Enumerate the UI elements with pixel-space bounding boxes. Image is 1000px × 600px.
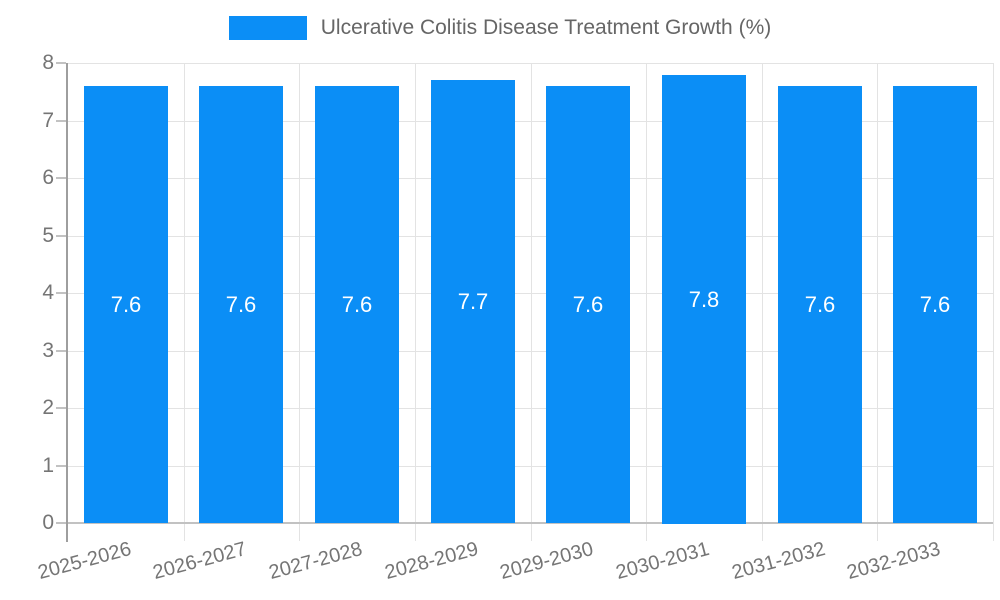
- y-axis-tick: [56, 465, 66, 467]
- bar[interactable]: 7.6: [778, 86, 862, 523]
- x-axis-tick: [415, 523, 416, 541]
- y-axis-line: [66, 63, 68, 542]
- legend-swatch: [228, 16, 307, 40]
- y-tick-label: 5: [42, 224, 54, 247]
- x-tick-label: 2032-2033: [844, 538, 943, 585]
- gridline-vertical: [646, 63, 647, 523]
- x-axis-tick: [184, 523, 185, 541]
- bar[interactable]: 7.6: [893, 86, 977, 523]
- y-tick-label: 7: [42, 109, 54, 132]
- y-tick-label: 0: [42, 511, 54, 534]
- x-tick-label: 2030-2031: [613, 538, 712, 585]
- y-axis-tick: [56, 292, 66, 294]
- x-axis-tick: [762, 523, 763, 541]
- legend[interactable]: Ulcerative Colitis Disease Treatment Gro…: [0, 16, 1000, 40]
- gridline-horizontal: [68, 408, 993, 409]
- bar[interactable]: 7.6: [315, 86, 399, 523]
- x-tick-label: 2031-2032: [729, 538, 828, 585]
- bar-value-label: 7.6: [572, 291, 604, 317]
- bar[interactable]: 7.6: [199, 86, 283, 523]
- x-tick-label: 2026-2027: [150, 538, 249, 585]
- gridline-horizontal: [68, 351, 993, 352]
- x-axis-tick: [531, 523, 532, 541]
- bar-value-label: 7.6: [804, 291, 836, 317]
- bar-value-label: 7.6: [110, 291, 142, 317]
- bar[interactable]: 7.8: [662, 75, 746, 524]
- y-axis-tick: [56, 407, 66, 409]
- y-axis-tick: [56, 177, 66, 179]
- gridline-horizontal: [68, 121, 993, 122]
- bar-value-label: 7.7: [457, 288, 489, 314]
- bar-value-label: 7.6: [341, 291, 373, 317]
- y-tick-label: 8: [42, 51, 54, 74]
- gridline-vertical: [184, 63, 185, 523]
- y-axis-tick: [56, 522, 66, 524]
- y-axis-tick: [56, 62, 66, 64]
- x-axis-baseline: [68, 522, 993, 524]
- x-axis-tick: [299, 523, 300, 541]
- gridline-horizontal: [68, 63, 993, 64]
- x-axis-tick: [646, 523, 647, 541]
- bar[interactable]: 7.6: [84, 86, 168, 523]
- x-tick-label: 2029-2030: [497, 538, 596, 585]
- y-tick-label: 1: [42, 454, 54, 477]
- gridline-vertical: [762, 63, 763, 523]
- y-tick-label: 2: [42, 396, 54, 419]
- bar-value-label: 7.6: [919, 291, 951, 317]
- x-tick-label: 2025-2026: [35, 538, 134, 585]
- y-axis-tick: [56, 350, 66, 352]
- gridline-vertical: [299, 63, 300, 523]
- gridline-vertical: [993, 63, 994, 523]
- gridline-vertical: [877, 63, 878, 523]
- legend-label: Ulcerative Colitis Disease Treatment Gro…: [320, 16, 772, 39]
- gridline-vertical: [415, 63, 416, 523]
- bar-value-label: 7.6: [225, 291, 257, 317]
- y-tick-label: 3: [42, 339, 54, 362]
- bar[interactable]: 7.6: [546, 86, 630, 523]
- gridline-horizontal: [68, 236, 993, 237]
- bar-value-label: 7.8: [688, 286, 720, 312]
- y-axis-tick: [56, 120, 66, 122]
- x-axis-tick: [993, 523, 994, 541]
- y-axis-tick: [56, 235, 66, 237]
- y-tick-label: 6: [42, 166, 54, 189]
- x-tick-label: 2028-2029: [382, 538, 481, 585]
- gridline-horizontal: [68, 293, 993, 294]
- bar[interactable]: 7.7: [431, 80, 515, 523]
- x-axis-tick: [877, 523, 878, 541]
- gridline-vertical: [531, 63, 532, 523]
- x-tick-label: 2027-2028: [266, 538, 365, 585]
- gridline-horizontal: [68, 178, 993, 179]
- gridline-horizontal: [68, 466, 993, 467]
- y-tick-label: 4: [42, 281, 54, 304]
